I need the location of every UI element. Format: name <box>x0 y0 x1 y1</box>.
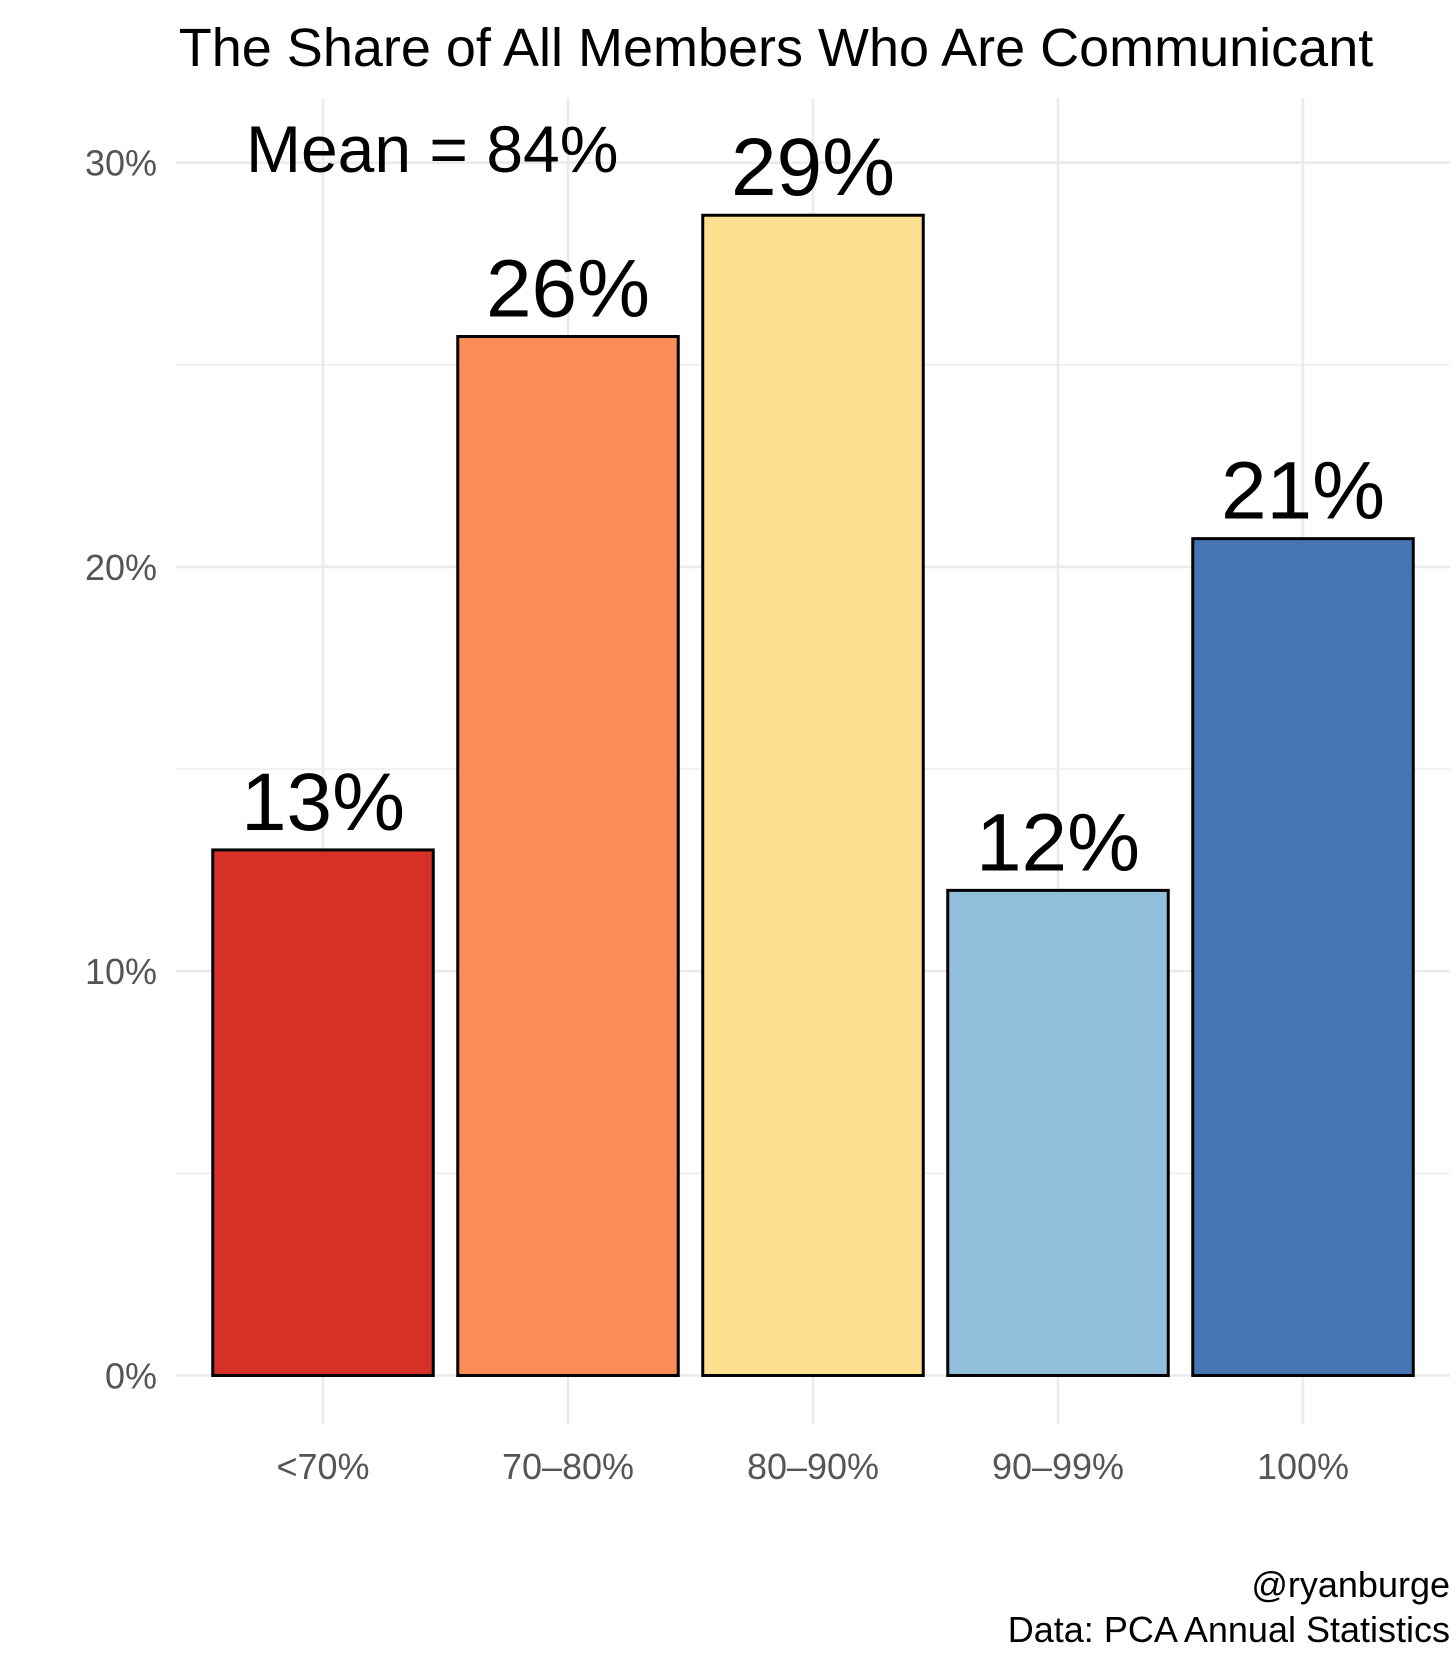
bar <box>701 213 925 1377</box>
y-axis-tick-labels: 0% 10% 20% 30% <box>85 143 157 1397</box>
y-tick-label: 20% <box>85 547 157 588</box>
bar <box>1191 537 1415 1377</box>
bar <box>946 888 1170 1377</box>
x-tick-label: 100% <box>1257 1446 1349 1487</box>
y-tick-label: 0% <box>105 1355 157 1396</box>
y-tick-label: 10% <box>85 951 157 992</box>
bar-value-label: 13% <box>241 757 405 848</box>
mean-annotation: Mean = 84% <box>246 112 618 186</box>
y-tick-label: 30% <box>85 143 157 184</box>
bars <box>211 213 1415 1377</box>
x-tick-label: 90–99% <box>992 1446 1124 1487</box>
x-tick-label: 80–90% <box>747 1446 879 1487</box>
bar-value-label: 26% <box>486 244 650 335</box>
bar-value-labels: 13% 26% 29% 12% 21% <box>241 122 1385 888</box>
caption-handle: @ryanburge <box>1251 1564 1450 1605</box>
bar <box>211 848 435 1377</box>
chart-title: The Share of All Members Who Are Communi… <box>179 18 1374 78</box>
x-tick-label: <70% <box>276 1446 369 1487</box>
bar-value-label: 29% <box>731 122 895 213</box>
caption-source: Data: PCA Annual Statistics <box>1008 1609 1450 1650</box>
bar-value-label: 12% <box>976 797 1140 888</box>
bar-value-label: 21% <box>1221 446 1385 537</box>
x-axis-tick-labels: <70% 70–80% 80–90% 90–99% 100% <box>276 1446 1349 1487</box>
bar <box>456 335 680 1377</box>
x-tick-label: 70–80% <box>502 1446 634 1487</box>
